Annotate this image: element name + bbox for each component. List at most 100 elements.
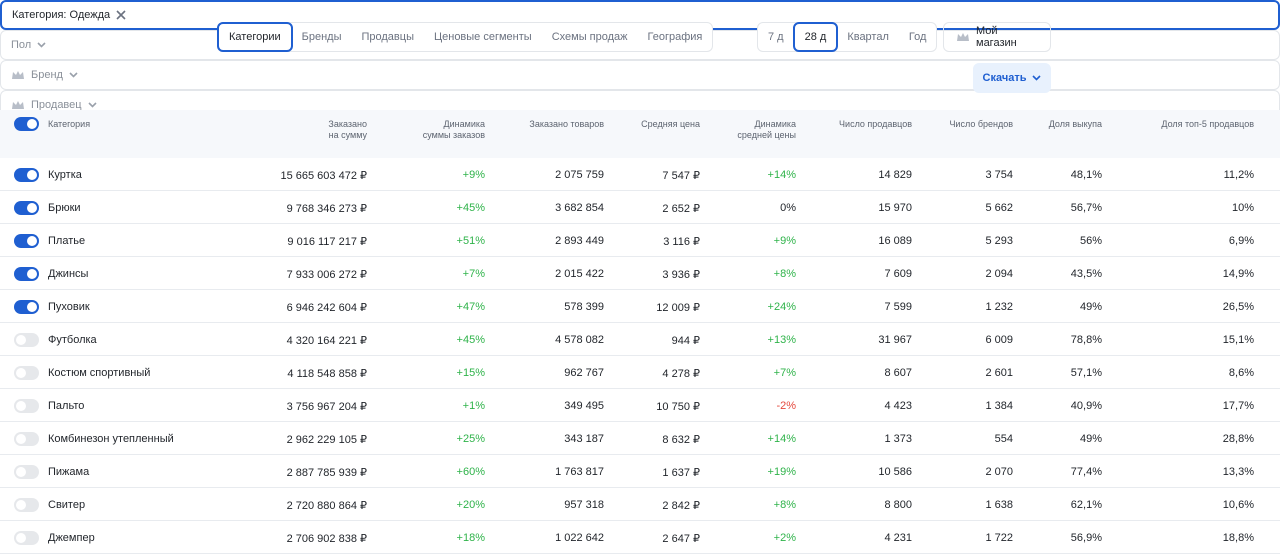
cell-value: 15,1% [1222,334,1254,346]
period-tab[interactable]: Квартал [847,31,889,43]
cell-value: 1 763 817 [555,466,604,478]
chevron [69,72,78,78]
row-toggle[interactable] [14,267,39,281]
cell-value: 15 665 603 472 ₽ [280,170,367,182]
clear-icon [116,10,126,20]
row-toggle[interactable] [14,234,39,248]
cell-value: 3 756 967 204 ₽ [286,401,367,413]
table-row: Пижама 2 887 785 939 ₽ +60% 1 763 817 1 637 … [0,455,1280,488]
brand-icon [11,70,25,80]
cell-value: +51% [456,235,485,247]
filter-chip[interactable]: Бренд [0,60,1280,90]
row-toggle[interactable] [14,432,39,446]
cell-value: 6 009 [985,334,1013,346]
table-row: Костюм спортивный 4 118 548 858 ₽ +15% 962 … [0,356,1280,389]
row-toggle[interactable] [14,300,39,314]
tab[interactable]: География [647,31,703,43]
cell-value: 4 231 [884,532,912,544]
cell-value: 6 946 242 604 ₽ [286,302,367,314]
period-tab[interactable]: 28 д [792,22,839,52]
category-name: Футболка [48,334,97,346]
row-toggle[interactable] [14,168,39,182]
cell-value: 43,5% [1070,268,1102,280]
table-row: Платье 9 016 117 217 ₽ +51% 2 893 449 3 116 … [0,224,1280,257]
category-name: Пуховик [48,301,90,313]
cell-value: 1 232 [985,301,1013,313]
filter-label: Пол [11,39,32,51]
cell-value: +14% [767,433,796,445]
period-tab[interactable]: 7 д [768,31,784,43]
cell-value: 57,1% [1070,367,1102,379]
cell-value: 2 647 ₽ [662,533,700,545]
cell-value: 1 384 [985,400,1013,412]
cell-value: 2 601 [985,367,1013,379]
cell-value: 14,9% [1222,268,1254,280]
chevron [88,102,97,108]
brand-icon [11,100,25,110]
tab[interactable]: Схемы продаж [551,31,628,43]
row-toggle[interactable] [14,366,39,380]
tab[interactable]: Категории [217,22,293,52]
cell-value: +1% [462,400,485,412]
table-row: Пуховик 6 946 242 604 ₽ +47% 578 399 12 009 … [0,290,1280,323]
cell-value: 7 609 [884,268,912,280]
download-button[interactable]: Скачать [973,63,1051,93]
tab[interactable]: Бренды [301,31,342,43]
category-name: Платье [48,235,86,247]
cell-value: 18,8% [1222,532,1254,544]
cell-value: 4 118 548 858 ₽ [287,368,367,380]
cell-value: +2% [773,532,796,544]
period-tab[interactable]: Год [908,31,927,43]
cell-value: 2 706 902 838 ₽ [286,533,367,545]
cell-value: +47% [456,301,485,313]
cell-value: 40,9% [1070,400,1102,412]
cell-value: 7 547 ₽ [662,170,700,182]
header-toggle[interactable] [14,117,39,131]
cell-value: 1 022 642 [555,532,604,544]
cell-value: 1 722 [985,532,1013,544]
row-toggle[interactable] [14,531,39,545]
crown-icon [956,32,970,42]
tab[interactable]: Продавцы [361,31,414,43]
filter-label: Категория: Одежда [12,9,111,21]
row-toggle[interactable] [14,498,39,512]
table-row: Пальто 3 756 967 204 ₽ +1% 349 495 10 750 ₽ -… [0,389,1280,422]
category-name: Брюки [48,202,81,214]
category-name: Джинсы [48,268,89,280]
cell-value: +8% [773,268,796,280]
tab[interactable]: Ценовые сегменты [433,31,532,43]
column-header: Динамика средней цены [737,119,796,140]
cell-value: +24% [767,301,796,313]
row-toggle[interactable] [14,201,39,215]
cell-value: 8 800 [884,499,912,511]
category-name: Пальто [48,400,85,412]
cell-value: 962 767 [564,367,604,379]
cell-value: 16 089 [878,235,912,247]
filter-label: Продавец [31,99,82,111]
cell-value: 4 423 [884,400,912,412]
row-toggle[interactable] [14,399,39,413]
cell-value: 28,8% [1222,433,1254,445]
tab-group: Категории Бренды Продавцы Ценовые сегменты С… [217,22,714,52]
row-toggle[interactable] [14,465,39,479]
cell-value: 554 [994,433,1013,445]
cell-value: 343 187 [564,433,604,445]
cell-value: 56% [1079,235,1102,247]
row-toggle[interactable] [14,333,39,347]
chevron [1032,75,1042,81]
column-header: Категория [48,119,91,129]
cell-value: +20% [456,499,485,511]
cell-value: 3 754 [985,169,1013,181]
cell-value: 9 016 117 217 ₽ [287,236,367,248]
cell-value: 2 652 ₽ [662,203,700,215]
cell-value: 17,7% [1222,400,1254,412]
table-row: Комбинезон утепленный 2 962 229 105 ₽ +25%… [0,422,1280,455]
store-button[interactable]: Мой магазин [943,22,1051,52]
cell-value: +7% [773,367,796,379]
cell-value: +15% [456,367,485,379]
column-header: Средняя цена [641,119,700,129]
cell-value: 78,8% [1070,334,1102,346]
cell-value: 10,6% [1222,499,1254,511]
cell-value: 10 750 ₽ [656,401,700,413]
